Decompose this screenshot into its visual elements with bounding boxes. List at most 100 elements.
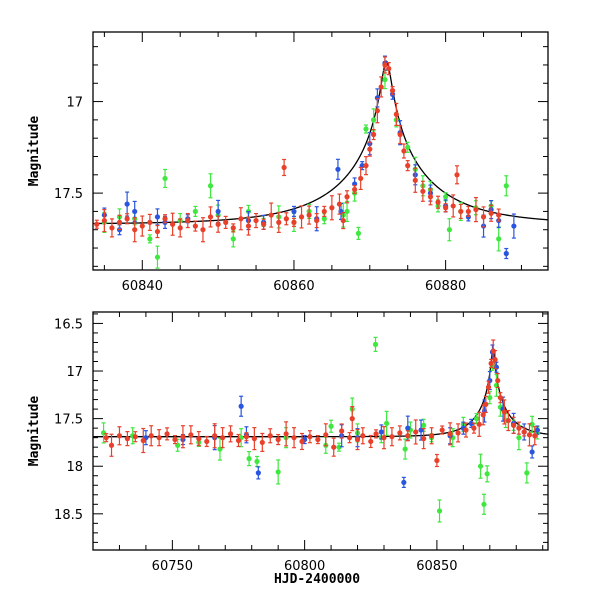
data-point xyxy=(358,166,364,191)
data-point xyxy=(227,425,234,443)
data-point xyxy=(435,195,441,209)
data-point xyxy=(251,427,257,451)
data-point xyxy=(339,423,345,439)
data-point xyxy=(124,431,130,447)
data-point xyxy=(501,399,507,425)
data-point xyxy=(372,336,379,352)
data-point xyxy=(238,207,244,231)
data-point xyxy=(261,218,267,230)
data-point xyxy=(346,432,353,444)
data-point xyxy=(196,431,202,447)
x-tick-label: 60840 xyxy=(122,279,163,294)
data-point xyxy=(162,214,168,224)
data-point xyxy=(172,434,178,445)
data-point xyxy=(355,226,362,240)
data-point xyxy=(352,184,358,195)
x-tick-label: 60860 xyxy=(273,279,314,294)
x-tick-label: 60850 xyxy=(416,559,457,574)
data-point xyxy=(336,442,342,452)
data-point xyxy=(378,424,384,440)
data-point xyxy=(481,493,487,515)
data-point xyxy=(405,430,411,442)
plot-area xyxy=(93,55,548,269)
data-point xyxy=(255,466,261,480)
data-point xyxy=(275,433,281,446)
data-point xyxy=(463,422,469,438)
bottom-xlabel: HJD-2400000 xyxy=(274,572,360,587)
data-point xyxy=(421,428,427,450)
data-point xyxy=(496,226,502,252)
data-point xyxy=(465,205,471,218)
data-point xyxy=(307,430,313,444)
data-point xyxy=(439,425,445,435)
data-point xyxy=(401,143,407,159)
data-point xyxy=(511,416,517,434)
data-point xyxy=(360,427,366,445)
data-point xyxy=(420,180,426,202)
data-point xyxy=(405,160,411,172)
data-point xyxy=(283,212,289,226)
data-point xyxy=(386,62,392,76)
data-point xyxy=(162,168,168,189)
data-point xyxy=(204,435,210,448)
data-point xyxy=(446,218,453,242)
top-ylabel: Magnitude xyxy=(27,116,42,187)
data-point xyxy=(384,410,390,436)
x-tick-label: 60880 xyxy=(425,279,466,294)
data-point xyxy=(492,350,498,370)
data-point xyxy=(516,421,522,435)
data-point xyxy=(238,428,244,448)
data-point xyxy=(192,220,198,232)
data-point xyxy=(132,217,138,243)
y-tick-label: 18 xyxy=(66,460,83,475)
y-tick-label: 17.5 xyxy=(54,187,83,202)
data-point xyxy=(267,428,273,444)
data-point xyxy=(156,429,162,447)
data-point xyxy=(306,205,312,225)
data-point xyxy=(147,234,153,244)
data-point xyxy=(154,245,161,269)
data-point xyxy=(299,432,305,451)
data-point xyxy=(503,175,509,197)
data-point xyxy=(488,204,494,222)
data-point xyxy=(230,223,236,233)
data-point xyxy=(243,432,250,442)
y-tick-label: 17.5 xyxy=(54,413,83,428)
data-point xyxy=(139,215,145,237)
data-point xyxy=(363,124,369,134)
data-point xyxy=(495,372,501,389)
data-point xyxy=(349,406,355,432)
data-point xyxy=(450,194,456,218)
data-point xyxy=(314,212,320,229)
y-tick-label: 16.5 xyxy=(54,317,83,332)
data-point xyxy=(192,205,198,218)
data-point xyxy=(245,216,252,236)
data-point xyxy=(344,190,350,204)
data-point xyxy=(402,438,408,460)
data-point xyxy=(397,425,403,441)
data-point xyxy=(412,167,418,193)
data-point xyxy=(476,411,482,437)
data-point xyxy=(124,191,130,217)
data-point xyxy=(328,419,334,433)
bottom-panel: 60750 60800 60850 16.5 17 17.5 18 18.5 xyxy=(54,311,549,574)
data-point xyxy=(340,211,346,230)
data-point xyxy=(101,208,107,233)
data-point xyxy=(378,76,384,98)
data-point xyxy=(185,212,191,229)
bottom-ylabel: Magnitude xyxy=(27,396,42,467)
data-point xyxy=(154,208,161,226)
data-point xyxy=(259,432,265,453)
data-point xyxy=(397,124,403,145)
data-point xyxy=(230,230,236,248)
data-point xyxy=(473,196,479,223)
data-point xyxy=(382,56,388,74)
data-point xyxy=(529,445,535,459)
data-point xyxy=(526,423,533,447)
data-point xyxy=(524,462,530,484)
data-point xyxy=(367,141,373,157)
data-point xyxy=(503,247,509,260)
data-point xyxy=(154,224,161,239)
data-point xyxy=(485,380,492,394)
data-point xyxy=(275,459,281,485)
